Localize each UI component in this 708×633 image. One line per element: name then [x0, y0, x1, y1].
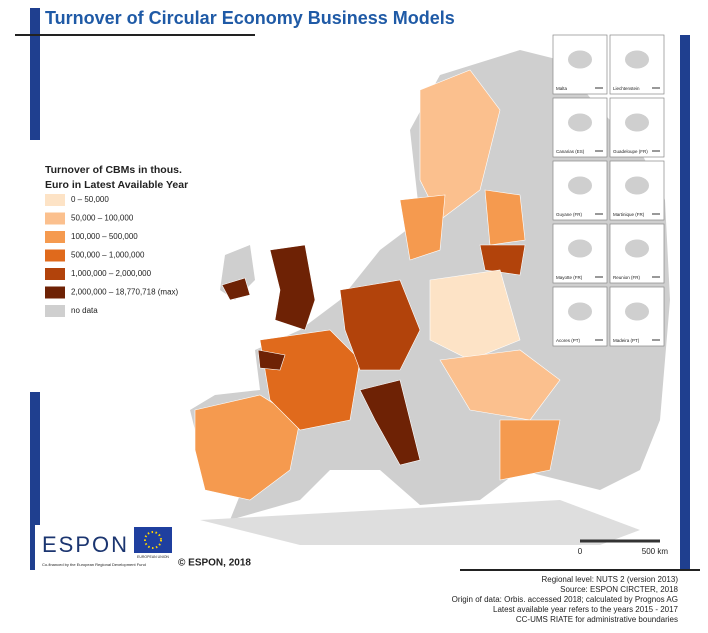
region-southeast	[439, 349, 561, 421]
legend-label: no data	[71, 306, 98, 315]
inset-land	[625, 113, 649, 132]
deco-bar	[680, 35, 690, 570]
scale-end: 500 km	[642, 547, 669, 556]
region-ireland	[221, 277, 251, 301]
legend-swatch	[45, 305, 65, 317]
legend-swatch	[45, 212, 65, 225]
note: CC-UMS RIATE for administrative boundari…	[516, 615, 678, 624]
inset-label: Acores (PT)	[556, 338, 581, 343]
inset-label: Malta	[556, 86, 568, 91]
eu-label: EUROPEAN UNION	[137, 555, 169, 559]
deco-bar	[30, 392, 40, 570]
africa-coast	[200, 500, 640, 545]
inset-land	[568, 113, 592, 132]
legend-title: Turnover of CBMs in thous.	[45, 164, 182, 176]
inset-label: Guyane (FR)	[556, 212, 583, 217]
inset-land	[625, 239, 649, 258]
inset-land	[568, 50, 592, 69]
scale-start: 0	[578, 547, 583, 556]
region-balkans	[499, 419, 561, 481]
inset-land	[625, 302, 649, 321]
legend-swatch	[45, 249, 65, 262]
legend-title: Euro in Latest Available Year	[45, 179, 188, 191]
inset-label: Liechtenstein	[613, 86, 640, 91]
note: Origin of data: Orbis. accessed 2018; ca…	[452, 595, 678, 604]
region-germany	[339, 279, 421, 371]
inset-land	[568, 239, 592, 258]
eu-flag	[134, 527, 172, 553]
legend-swatch	[45, 231, 65, 243]
note: Regional level: NUTS 2 (version 2013)	[541, 575, 678, 584]
legend-swatch	[45, 268, 65, 280]
legend-label: 100,000 – 500,000	[71, 232, 138, 241]
region-bretagne	[257, 349, 286, 371]
inset-land	[568, 176, 592, 195]
inset-label: Reunion (FR)	[613, 275, 641, 280]
inset-label: Canarias (ES)	[556, 149, 585, 154]
inset-land	[568, 302, 592, 321]
title: Turnover of Circular Economy Business Mo…	[45, 8, 455, 28]
legend-swatch	[45, 286, 65, 299]
note: Latest available year refers to the year…	[493, 605, 679, 614]
inset-land	[625, 50, 649, 69]
legend-swatch	[45, 194, 65, 206]
region-iberia	[194, 394, 301, 501]
insets: Malta Liechtenstein Canarias (ES) Guadeloup…	[552, 34, 665, 347]
inset-label: Mayotte (FR)	[556, 275, 583, 280]
inset-label: Martinique (FR)	[613, 212, 645, 217]
legend-label: 2,000,000 – 18,770,718 (max)	[71, 288, 179, 297]
notes: Regional level: NUTS 2 (version 2013)Sou…	[452, 575, 679, 624]
region-baltics	[484, 189, 526, 246]
note: Source: ESPON CIRCTER, 2018	[560, 585, 678, 594]
copyright: © ESPON, 2018	[178, 558, 251, 569]
cofinanced: Co-financed by the European Regional Dev…	[42, 562, 146, 567]
inset-land	[625, 176, 649, 195]
legend-label: 1,000,000 – 2,000,000	[71, 269, 152, 278]
region-lithuania	[479, 244, 526, 276]
inset-label: Madeira (PT)	[613, 338, 640, 343]
legend-label: 50,000 – 100,000	[71, 214, 134, 223]
regions	[194, 69, 561, 501]
region-norway-sweden	[419, 69, 501, 221]
legend-bg	[40, 158, 215, 323]
legend-label: 0 – 50,000	[71, 195, 109, 204]
region-south-sweden	[399, 194, 446, 261]
region-italy	[359, 379, 421, 466]
deco-bar	[30, 8, 40, 140]
inset-label: Guadeloupe (FR)	[613, 149, 648, 154]
espon-logo: ESPON	[42, 532, 129, 557]
region-poland	[429, 269, 521, 361]
eu-stars	[144, 531, 162, 549]
region-uk	[269, 244, 316, 331]
legend: Turnover of CBMs in thous. Euro in Latest…	[40, 158, 215, 323]
legend-label: 500,000 – 1,000,000	[71, 251, 145, 260]
